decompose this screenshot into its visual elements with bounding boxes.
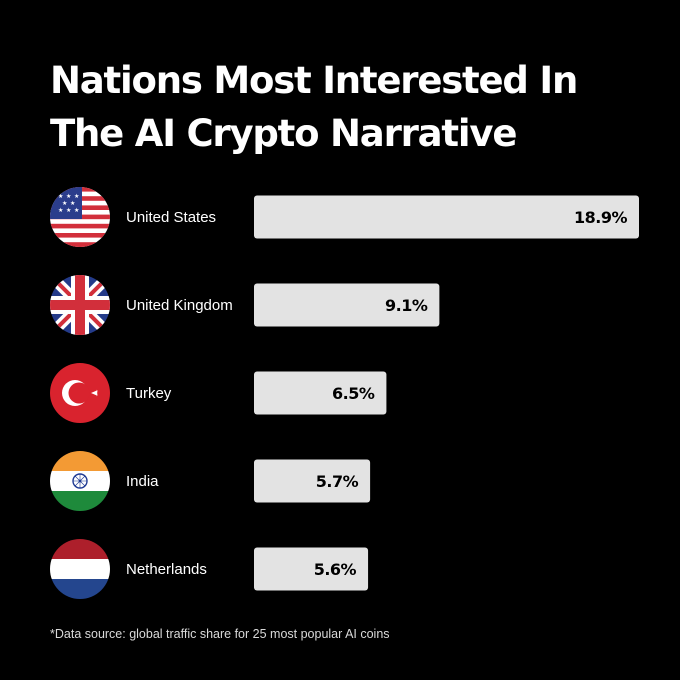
bar-united-kingdom <box>254 283 440 327</box>
netherlands-flag-icon <box>50 539 110 599</box>
value-label-united-states: 18.9% <box>574 208 627 227</box>
category-label-india: India <box>126 473 159 490</box>
svg-text:★: ★ <box>70 200 75 207</box>
svg-text:★: ★ <box>62 200 67 207</box>
india-flag-icon <box>50 451 110 511</box>
category-label-united-kingdom: United Kingdom <box>126 297 233 314</box>
svg-text:★: ★ <box>66 193 71 200</box>
value-label-netherlands: 5.6% <box>314 560 357 579</box>
uk-flag-icon <box>50 275 110 335</box>
svg-text:★: ★ <box>58 207 63 214</box>
title-line-1: Nations Most Interested In <box>50 59 578 102</box>
bar-united-states <box>254 195 639 239</box>
data-source-footnote: *Data source: global traffic share for 2… <box>50 627 390 641</box>
category-label-turkey: Turkey <box>126 385 172 402</box>
category-label-netherlands: Netherlands <box>126 561 207 578</box>
category-label-united-states: United States <box>126 209 216 226</box>
bar-netherlands <box>254 547 369 591</box>
value-label-india: 5.7% <box>316 472 359 491</box>
turkey-flag-icon <box>50 363 110 423</box>
svg-text:★: ★ <box>58 193 63 200</box>
svg-text:★: ★ <box>74 193 79 200</box>
title-line-2: The AI Crypto Narrative <box>50 112 517 155</box>
chart-title: Nations Most Interested In The AI Crypto… <box>50 54 650 160</box>
bar-chart: ★ ★ ★ ★ ★ ★ ★ ★ <box>50 187 639 599</box>
us-flag-icon: ★ ★ ★ ★ ★ ★ ★ ★ <box>50 187 110 247</box>
svg-text:★: ★ <box>74 207 79 214</box>
bar-turkey <box>254 371 387 415</box>
value-label-turkey: 6.5% <box>332 384 375 403</box>
svg-text:★: ★ <box>66 207 71 214</box>
value-label-united-kingdom: 9.1% <box>385 296 428 315</box>
bar-india <box>254 459 371 503</box>
